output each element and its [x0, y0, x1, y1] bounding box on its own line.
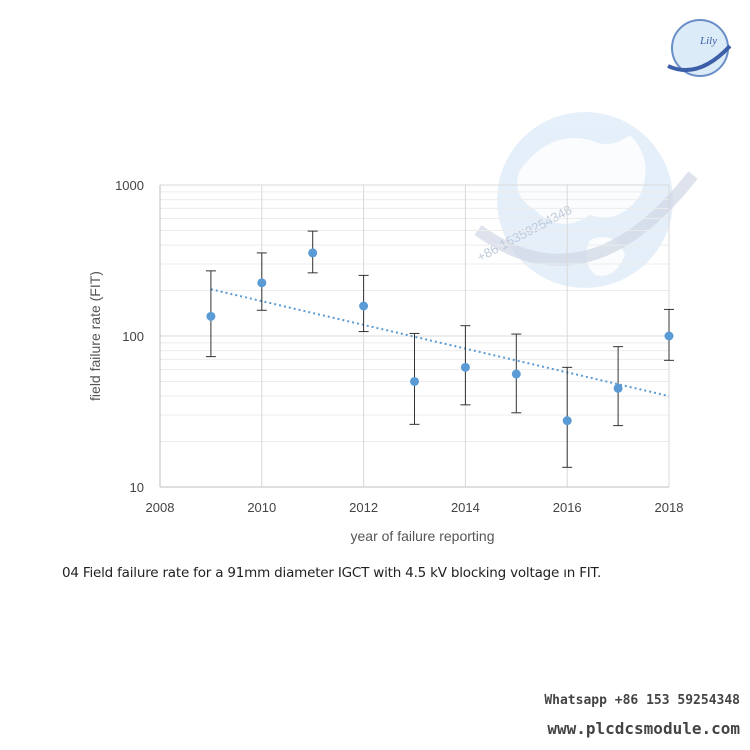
x-tick-label: 2016 [553, 500, 582, 515]
data-point [511, 369, 521, 379]
data-point [257, 278, 267, 288]
data-point [308, 248, 318, 258]
x-tick-label: 2012 [349, 500, 378, 515]
trendline-line [210, 288, 670, 398]
logo-icon: Lily [667, 19, 732, 77]
trendline [210, 288, 670, 398]
y-tick-label: 100 [122, 329, 144, 344]
data-point [206, 311, 216, 321]
data-point [410, 376, 419, 386]
tick-labels: 10 100 1000 2008 2010 2012 2014 2016 2018 [115, 178, 683, 515]
x-tick-label: 2010 [247, 500, 276, 515]
data-point [664, 331, 674, 341]
y-tick-label: 1000 [115, 178, 144, 193]
axes [159, 185, 669, 488]
x-tick-label: 2018 [655, 500, 684, 515]
data-point [613, 383, 623, 393]
figure-caption: 04 Field failure rate for a 91mm diamete… [62, 565, 602, 581]
data-points [206, 248, 674, 426]
y-axis-label: field failure rate (FIT) [87, 271, 103, 401]
watermark-contact: Whatsapp +86 153 59254348 [544, 693, 740, 708]
data-point [562, 416, 572, 426]
x-tick-label: 2014 [451, 500, 480, 515]
x-tick-label: 2008 [146, 500, 175, 515]
y-tick-label: 10 [130, 480, 144, 495]
x-axis-label: year of failure reporting [351, 528, 495, 544]
logo-text: Lily [699, 35, 717, 47]
data-point [460, 362, 470, 372]
watermark-site: www.plcdcsmodule.com [547, 719, 740, 738]
data-point [359, 301, 369, 311]
